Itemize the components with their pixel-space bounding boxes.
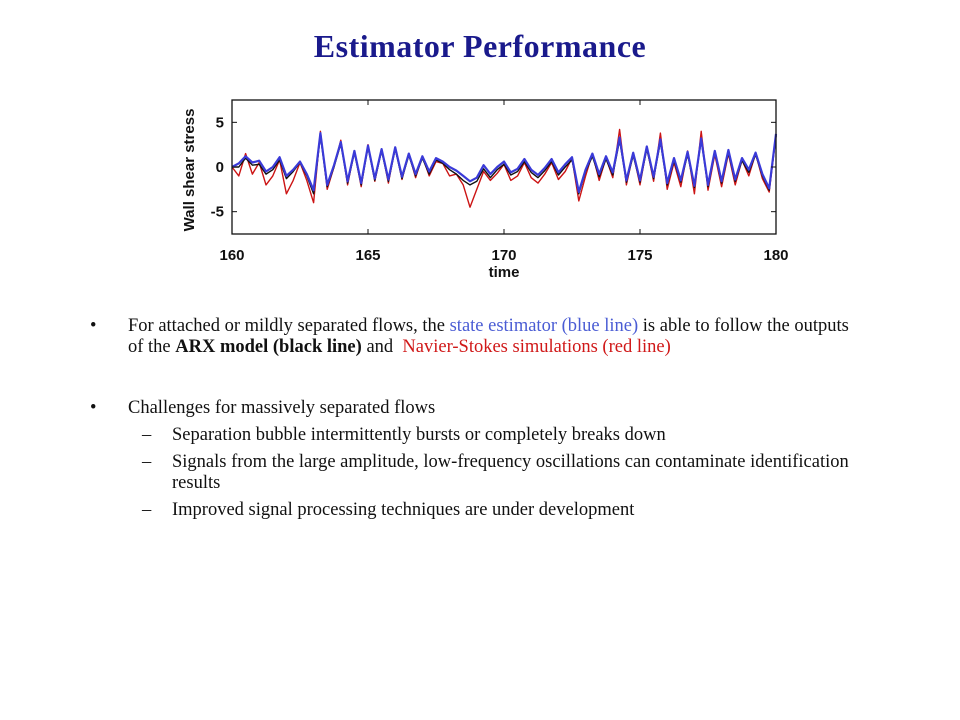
series-line-state-estimator bbox=[231, 132, 778, 194]
tick-marks bbox=[231, 100, 777, 234]
sub-marker: – bbox=[142, 425, 152, 445]
bullet-item-estimator: • For attached or mildly separated flows… bbox=[90, 316, 850, 358]
y-tick-label: -5 bbox=[211, 204, 224, 221]
plot-series-group bbox=[231, 128, 778, 208]
bullet-text-part: and bbox=[361, 337, 403, 357]
wall-shear-stress-chart: 160 165 170 175 180 5 0 -5 Wall shear stress ti… bbox=[181, 99, 789, 281]
x-tick-label: 170 bbox=[491, 247, 516, 264]
x-tick-label: 180 bbox=[763, 247, 788, 264]
bullet-marker: • bbox=[90, 398, 97, 418]
x-tick-label: 165 bbox=[355, 247, 380, 264]
sub-item-text: Separation bubble intermittently bursts … bbox=[172, 425, 666, 445]
sub-item-text: Improved signal processing techniques ar… bbox=[172, 500, 635, 520]
x-axis-label: time bbox=[489, 264, 520, 281]
x-tick-label: 175 bbox=[627, 247, 652, 264]
bullet-item-challenges: • Challenges for massively separated flo… bbox=[90, 398, 850, 419]
sub-marker: – bbox=[142, 452, 152, 472]
sub-item: – Improved signal processing techniques … bbox=[90, 500, 850, 521]
navier-stokes-highlight: Navier-Stokes simulations (red line) bbox=[402, 337, 671, 357]
y-tick-label: 0 bbox=[216, 159, 224, 176]
y-tick-label: 5 bbox=[216, 114, 224, 131]
slide-title: Estimator Performance bbox=[313, 28, 647, 64]
sub-marker: – bbox=[142, 500, 152, 520]
plot-frame bbox=[231, 99, 777, 235]
y-axis-label: Wall shear stress bbox=[181, 109, 198, 232]
bullet-marker: • bbox=[90, 316, 97, 336]
sub-item: – Signals from the large amplitude, low-… bbox=[90, 452, 850, 494]
series-line-navier-stokes-simulations bbox=[231, 128, 777, 208]
bullet-text-part: is able to follow the outputs of the bbox=[128, 316, 849, 357]
tick-labels: 160 165 170 175 180 5 0 -5 bbox=[211, 114, 789, 264]
x-tick-label: 160 bbox=[219, 247, 244, 264]
bullet-text: Challenges for massively separated flows bbox=[128, 398, 436, 418]
sub-item-text: Signals from the large amplitude, low-fr… bbox=[172, 452, 849, 493]
bullet-list: • For attached or mildly separated flows… bbox=[90, 316, 850, 521]
estimator-highlight: state estimator (blue line) bbox=[449, 316, 639, 336]
arx-highlight: ARX model (black line) bbox=[175, 337, 362, 357]
sub-item: – Separation bubble intermittently burst… bbox=[90, 425, 850, 446]
bullet-text-part: For attached or mildly separated flows, … bbox=[128, 316, 450, 336]
